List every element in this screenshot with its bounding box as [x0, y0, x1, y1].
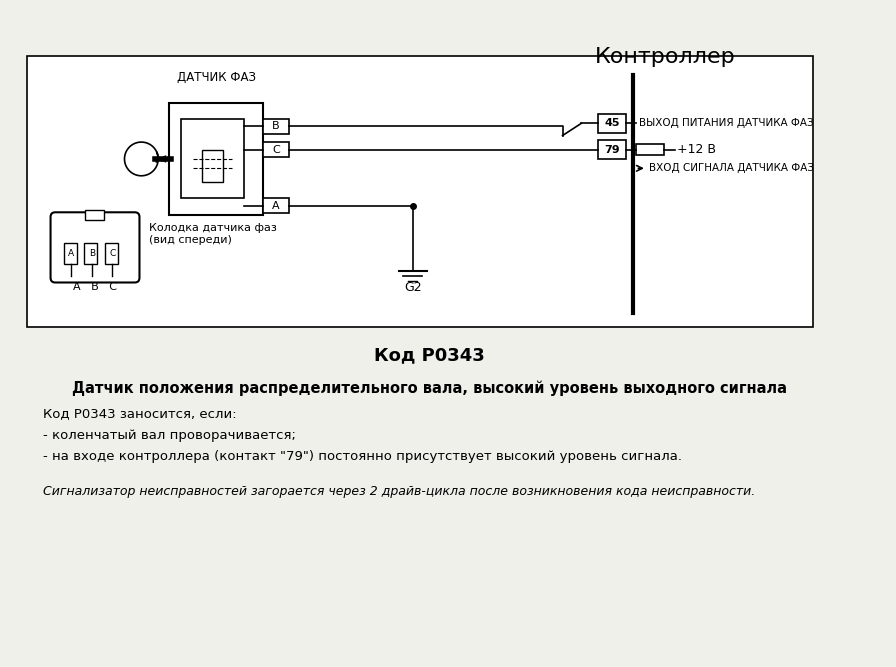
Bar [105, 243, 118, 263]
Bar [27, 56, 814, 327]
Bar [181, 119, 245, 198]
Text: В: В [89, 249, 95, 258]
Bar [599, 140, 626, 159]
Text: Код Р0343 заносится, если:: Код Р0343 заносится, если: [43, 407, 237, 420]
Text: 45: 45 [605, 118, 620, 128]
Bar [202, 149, 223, 182]
Text: - коленчатый вал проворачивается;: - коленчатый вал проворачивается; [43, 429, 296, 442]
Text: +12 В: +12 В [676, 143, 716, 156]
Text: Сигнализатор неисправностей загорается через 2 драйв-цикла после возникновения к: Сигнализатор неисправностей загорается ч… [43, 485, 755, 498]
Text: С: С [109, 249, 116, 258]
Text: Колодка датчика фаз
(вид спереди): Колодка датчика фаз (вид спереди) [149, 223, 277, 245]
FancyBboxPatch shape [50, 212, 140, 283]
Text: 79: 79 [604, 145, 620, 155]
Text: - на входе контроллера (контакт "79") постоянно присутствует высокий уровень сиг: - на входе контроллера (контакт "79") по… [43, 450, 682, 463]
Text: А: А [68, 249, 74, 258]
Bar [263, 198, 289, 213]
Bar [263, 142, 289, 157]
Bar [635, 144, 664, 155]
Text: С: С [272, 145, 280, 155]
Bar [64, 243, 77, 263]
Text: ДАТЧИК ФАЗ: ДАТЧИК ФАЗ [177, 71, 255, 84]
Bar [599, 114, 626, 133]
Text: Датчик положения распределительного вала, высокий уровень выходного сигнала: Датчик положения распределительного вала… [73, 380, 787, 396]
Text: Код Р0343: Код Р0343 [375, 346, 485, 364]
Bar [169, 103, 263, 215]
Text: А: А [272, 201, 280, 211]
Bar [85, 210, 104, 219]
Bar [263, 119, 289, 133]
Bar [84, 243, 98, 263]
Text: ВЫХОД ПИТАНИЯ ДАТЧИКА ФАЗ: ВЫХОД ПИТАНИЯ ДАТЧИКА ФАЗ [639, 118, 814, 128]
Text: В: В [272, 121, 280, 131]
Text: А   В   С: А В С [73, 283, 116, 293]
Text: G2: G2 [404, 281, 422, 293]
Text: ВХОД СИГНАЛА ДАТЧИКА ФАЗ: ВХОД СИГНАЛА ДАТЧИКА ФАЗ [649, 163, 814, 173]
Text: Контроллер: Контроллер [595, 47, 736, 67]
